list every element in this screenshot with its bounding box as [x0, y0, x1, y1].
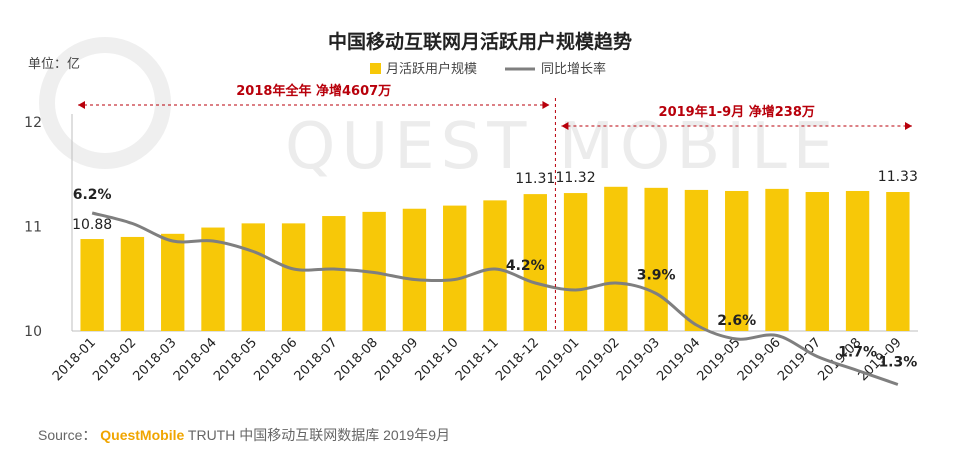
x-tick-label: 2018-11 — [453, 335, 502, 384]
bar-value-label: 11.32 — [556, 170, 596, 186]
annotation-label: 2018年全年 净增4607万 — [236, 83, 391, 99]
source-brand: QuestMobile — [100, 427, 185, 443]
growth-rate-label: 1.3% — [878, 355, 917, 371]
watermark-text: QUEST MOBILE — [285, 110, 839, 184]
x-tick-label: 2018-08 — [332, 335, 381, 384]
y-tick-label: 10 — [24, 324, 42, 340]
watermark: QUEST MOBILE — [39, 37, 839, 184]
bar — [120, 236, 145, 331]
arrow-left-icon — [561, 122, 569, 130]
arrow-right-icon — [905, 122, 912, 130]
bar — [604, 186, 628, 331]
x-tick-label: 2018-10 — [413, 335, 462, 384]
bar — [725, 190, 749, 331]
bar — [322, 216, 346, 331]
x-tick-label: 2018-09 — [372, 335, 421, 384]
legend: 月活跃用户规模 同比增长率 — [370, 61, 606, 77]
bar-value-label: 11.33 — [878, 169, 918, 185]
bar — [402, 208, 427, 331]
bar — [80, 239, 104, 331]
bar — [281, 223, 306, 331]
bar-value-label: 10.88 — [72, 217, 112, 233]
legend-line-label: 同比增长率 — [541, 61, 606, 77]
x-tick-label: 2018-02 — [90, 335, 139, 384]
growth-line-path — [91, 211, 899, 386]
bar — [443, 205, 467, 331]
growth-rate-label: 2.6% — [717, 313, 756, 329]
x-tick-label: 2018-04 — [171, 335, 220, 384]
x-tick-label: 2018-12 — [493, 335, 542, 384]
bars — [80, 186, 910, 331]
growth-line — [91, 211, 899, 386]
x-tick-label: 2019-06 — [735, 335, 784, 384]
x-tick-label: 2018-01 — [50, 335, 99, 384]
x-tick-label: 2019-04 — [654, 335, 703, 384]
x-tick-label: 2019-07 — [775, 335, 824, 384]
x-tick-label: 2019-01 — [533, 335, 582, 384]
x-tick-label: 2018-05 — [211, 335, 260, 384]
x-tick-label: 2019-05 — [695, 335, 744, 384]
arrow-left-icon — [78, 101, 85, 109]
bar — [483, 200, 507, 331]
bar — [886, 192, 910, 331]
watermark-logo-icon — [39, 37, 171, 169]
y-tick-label: 11 — [24, 220, 42, 236]
x-tick-label: 2018-03 — [131, 335, 180, 384]
bar — [805, 192, 829, 331]
arrow-right-icon — [542, 101, 550, 109]
bar — [644, 187, 668, 331]
x-tick-label: 2019-02 — [574, 335, 623, 384]
chart-title: 中国移动互联网月活跃用户规模趋势 — [328, 30, 632, 53]
annotation-label: 2019年1-9月 净增238万 — [659, 104, 815, 120]
legend-bar-label: 月活跃用户规模 — [386, 61, 477, 77]
bar — [845, 190, 870, 331]
source-footer: Source： QuestMobile TRUTH 中国移动互联网数据库 201… — [38, 425, 450, 445]
growth-rate-label: 6.2% — [73, 187, 112, 203]
bar — [241, 223, 265, 331]
bar — [765, 188, 789, 331]
growth-rate-label: 1.7% — [838, 345, 877, 361]
x-tick-label: 2019-03 — [614, 335, 663, 384]
annotations: 2018年全年 净增4607万 2019年1-9月 净增238万 — [78, 83, 912, 331]
x-tick-label: 2018-07 — [292, 335, 341, 384]
growth-rate-label: 3.9% — [637, 268, 676, 284]
bar — [563, 193, 588, 331]
data-labels: 10.88 11.31 11.32 11.33 6.2% 4.2% 3.9% 2.6% 1.7%… — [72, 169, 918, 370]
bar — [161, 233, 185, 331]
unit-label: 单位：亿 — [28, 57, 80, 72]
bar — [201, 227, 225, 331]
bar — [684, 189, 709, 331]
y-tick-label: 12 — [24, 115, 42, 131]
source-label: Source： — [38, 427, 97, 443]
x-tick-label: 2018-06 — [251, 335, 300, 384]
source-text: TRUTH 中国移动互联网数据库 2019年9月 — [187, 427, 451, 443]
bar — [523, 194, 547, 331]
growth-rate-label: 4.2% — [506, 258, 545, 274]
legend-bar-swatch — [370, 63, 381, 74]
bar-value-label: 11.31 — [515, 171, 555, 187]
